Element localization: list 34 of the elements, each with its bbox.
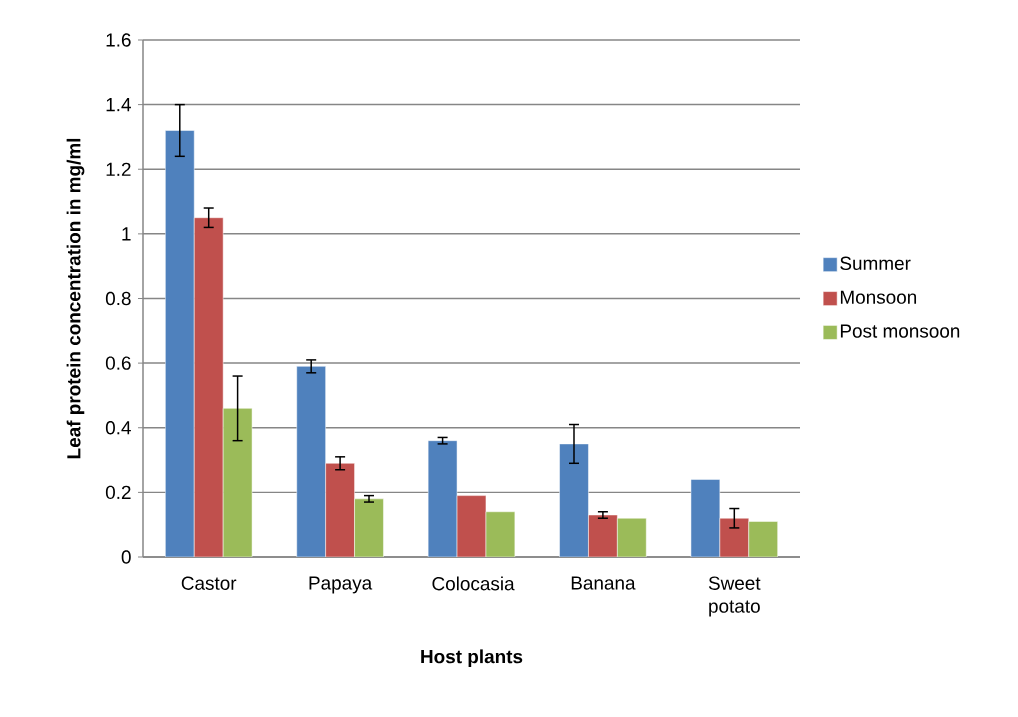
bar: [428, 440, 458, 557]
y-tick-label: 0.4: [105, 421, 131, 435]
bar: [165, 130, 195, 557]
y-tick-label: 0.8: [105, 291, 131, 306]
bar: [457, 495, 486, 557]
x-tick-label: Banana: [571, 576, 636, 590]
y-tick-label: 1.2: [106, 162, 131, 176]
x-tick-label: Papaya: [309, 576, 373, 594]
y-tick-label: 1.4: [106, 98, 131, 112]
bar: [325, 463, 355, 557]
bar: [194, 217, 224, 557]
x-tick-label: Colocasia: [432, 576, 515, 591]
x-tick-label: Sweet potato: [708, 576, 761, 617]
bar: [223, 408, 253, 557]
y-axis-title: Leaf protein concentration in mg/ml: [66, 138, 85, 459]
bar: [748, 521, 778, 557]
y-tick-label: 0.2: [105, 485, 131, 500]
x-tick-label: Castor: [181, 576, 237, 590]
x-axis-title: Host plants: [421, 649, 523, 668]
bar: [559, 443, 589, 557]
y-tick-label: 1.6: [106, 33, 131, 47]
legend-label: Summer: [840, 256, 911, 271]
bar: [690, 479, 721, 557]
y-tick-label: 1: [122, 227, 131, 241]
bar: [354, 498, 384, 557]
y-tick-label: 0.6: [105, 356, 131, 370]
bar: [719, 517, 750, 557]
bar: [296, 366, 326, 557]
bar: [588, 514, 618, 557]
legend-label: Monsoon: [840, 290, 917, 304]
y-tick-label: 0: [121, 550, 131, 564]
bar: [617, 518, 647, 557]
bar: [485, 511, 515, 557]
legend-label: Post monsoon: [840, 324, 960, 338]
